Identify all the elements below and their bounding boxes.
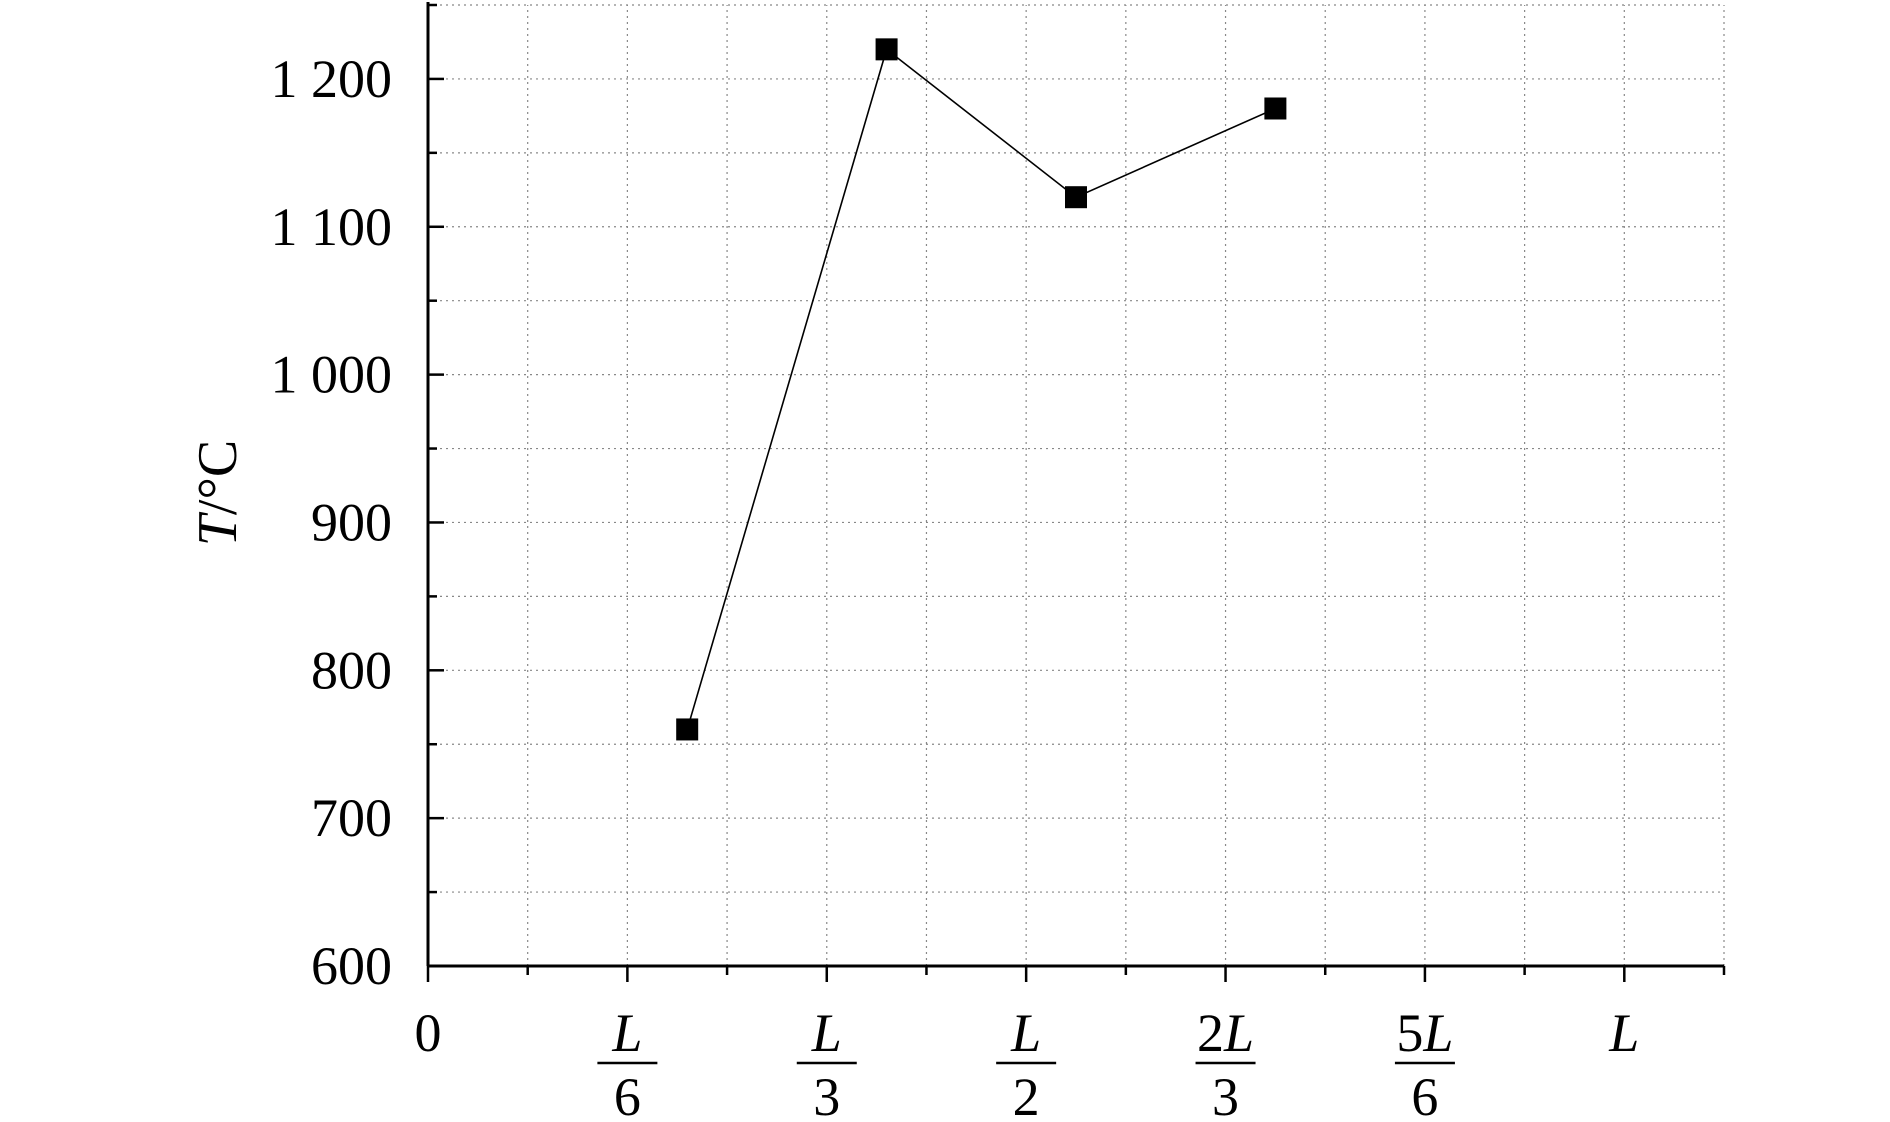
y-tick-label: 1 200 [271, 49, 393, 109]
x-tick-fraction: L3 [796, 1003, 857, 1122]
y-tick-label: 900 [311, 492, 392, 552]
x-tick-denominator: 6 [614, 1067, 641, 1122]
axes [426, 2, 1726, 982]
x-tick-fraction: 2L3 [1195, 1003, 1256, 1122]
x-tick-denominator: 6 [1411, 1067, 1438, 1122]
y-tick-label: 600 [311, 936, 392, 996]
x-tick-denominator: 3 [813, 1067, 840, 1122]
x-tick-label: 0 [415, 1003, 442, 1063]
x-tick-label: L [1608, 1003, 1639, 1063]
x-tick-numerator: L [1010, 1003, 1041, 1063]
grid [428, 4, 1725, 966]
data-series [676, 38, 1287, 741]
y-tick-label: 700 [311, 788, 392, 848]
y-tick-label: 1 000 [271, 345, 393, 405]
data-point-marker [875, 38, 898, 61]
x-tick-numerator: L [611, 1003, 642, 1063]
y-axis-label: T/°C [187, 440, 249, 546]
x-tick-fraction: L2 [996, 1003, 1057, 1122]
x-tick-numerator: 5L [1396, 1003, 1453, 1063]
x-tick-fraction: 5L6 [1394, 1003, 1455, 1122]
y-axis-label-symbol: T [187, 511, 249, 546]
x-tick-fraction: L6 [597, 1003, 658, 1122]
x-tick-numerator: L [811, 1003, 842, 1063]
data-point-marker [1065, 186, 1087, 209]
x-tick-denominator: 3 [1212, 1067, 1239, 1122]
y-axis-label-unit: /°C [187, 440, 249, 515]
data-point-marker [1264, 97, 1287, 120]
y-tick-label: 800 [311, 640, 392, 700]
series-line [686, 47, 1276, 730]
y-tick-label: 1 100 [271, 197, 393, 257]
x-tick-denominator: 2 [1013, 1067, 1040, 1122]
x-tick-numerator: 2L [1197, 1003, 1254, 1063]
data-point-marker [676, 718, 699, 741]
